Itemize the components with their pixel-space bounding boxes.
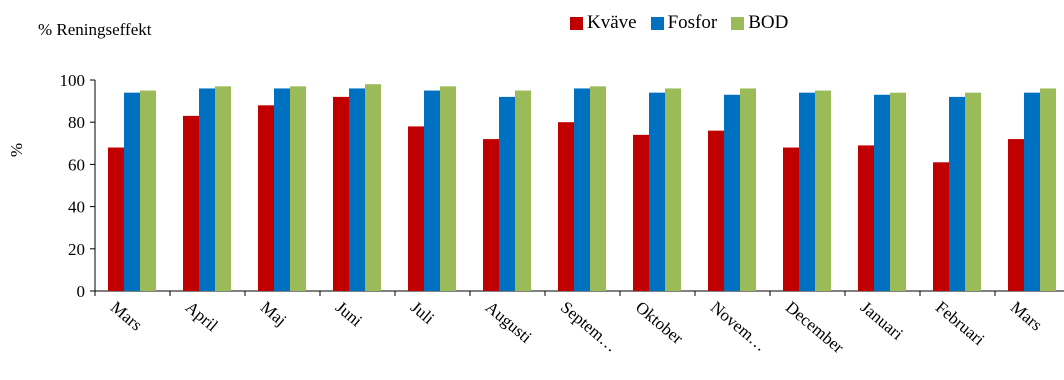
bar-bod-3 bbox=[365, 84, 381, 291]
bar-fosfor-10 bbox=[874, 94, 890, 292]
x-tick-label: Februari bbox=[932, 298, 989, 350]
bar-bod-5 bbox=[515, 90, 531, 291]
bar-kvve-11 bbox=[933, 162, 949, 291]
bar-bod-12 bbox=[1040, 88, 1056, 291]
bar-kvve-5 bbox=[483, 139, 499, 291]
bar-bod-10 bbox=[890, 92, 906, 291]
y-tick-label: 20 bbox=[68, 240, 85, 259]
x-tick-label: Juli bbox=[407, 298, 438, 329]
bar-kvve-6 bbox=[558, 122, 574, 291]
y-tick-label: 0 bbox=[77, 282, 86, 301]
x-tick-label: Oktober bbox=[632, 298, 687, 349]
bar-bod-0 bbox=[140, 90, 156, 291]
bar-kvve-8 bbox=[708, 130, 724, 291]
bar-bod-2 bbox=[290, 86, 306, 291]
legend-swatch-fosfor bbox=[650, 16, 664, 30]
bar-bod-6 bbox=[590, 86, 606, 291]
bar-fosfor-12 bbox=[1024, 92, 1040, 291]
x-tick-label: April bbox=[182, 298, 222, 336]
legend-swatch-bod bbox=[731, 16, 745, 30]
bar-bod-11 bbox=[965, 92, 981, 291]
y-tick-label: 80 bbox=[68, 113, 85, 132]
bar-kvve-12 bbox=[1008, 139, 1024, 291]
x-tick-label: Mars bbox=[1007, 298, 1046, 335]
x-tick-label: Augusti bbox=[482, 298, 536, 347]
bar-bod-1 bbox=[215, 86, 231, 291]
x-tick-label: Septem… bbox=[557, 298, 621, 356]
bar-fosfor-11 bbox=[949, 96, 965, 291]
bar-fosfor-4 bbox=[424, 90, 440, 291]
legend-label-fosfor: Fosfor bbox=[667, 12, 718, 33]
bar-fosfor-5 bbox=[499, 96, 515, 291]
bar-fosfor-2 bbox=[274, 88, 290, 291]
bar-fosfor-9 bbox=[799, 92, 815, 291]
legend-item-bod: BOD bbox=[731, 12, 788, 34]
bar-fosfor-8 bbox=[724, 94, 740, 292]
bar-bod-9 bbox=[815, 90, 831, 291]
bar-fosfor-0 bbox=[124, 92, 140, 291]
y-tick-label: 60 bbox=[68, 155, 85, 174]
legend-item-kvave: Kväve bbox=[570, 12, 637, 34]
bar-kvve-1 bbox=[183, 115, 199, 292]
x-tick-label: Novem… bbox=[707, 298, 771, 356]
bar-kvve-3 bbox=[333, 96, 349, 291]
y-tick-label: 40 bbox=[68, 198, 85, 217]
legend-swatch-kvave bbox=[570, 16, 583, 30]
y-tick-label: 100 bbox=[60, 71, 86, 90]
legend-item-fosfor: Fosfor bbox=[650, 12, 718, 34]
legend-label-bod: BOD bbox=[748, 12, 789, 33]
bar-kvve-2 bbox=[258, 105, 274, 291]
bar-fosfor-3 bbox=[349, 88, 365, 291]
bar-fosfor-6 bbox=[574, 88, 590, 291]
chart-title: % Reningseffekt bbox=[38, 20, 152, 39]
bar-kvve-9 bbox=[783, 147, 799, 291]
bar-kvve-7 bbox=[633, 134, 649, 291]
bar-bod-8 bbox=[740, 88, 756, 291]
bar-bod-7 bbox=[665, 88, 681, 291]
x-tick-label: Mars bbox=[107, 298, 146, 335]
bar-bod-4 bbox=[440, 86, 456, 291]
legend: Kväve Fosfor BOD bbox=[570, 12, 788, 34]
bar-kvve-4 bbox=[408, 126, 424, 291]
x-tick-label: Maj bbox=[257, 298, 290, 330]
bar-fosfor-7 bbox=[649, 92, 665, 291]
x-tick-label: Januari bbox=[857, 298, 907, 344]
x-tick-label: Juni bbox=[332, 298, 366, 331]
bar-fosfor-1 bbox=[199, 88, 215, 291]
bar-kvve-0 bbox=[108, 147, 124, 291]
bar-kvve-10 bbox=[858, 145, 874, 291]
legend-label-kvave: Kväve bbox=[587, 12, 637, 33]
x-tick-label: December bbox=[782, 298, 848, 358]
